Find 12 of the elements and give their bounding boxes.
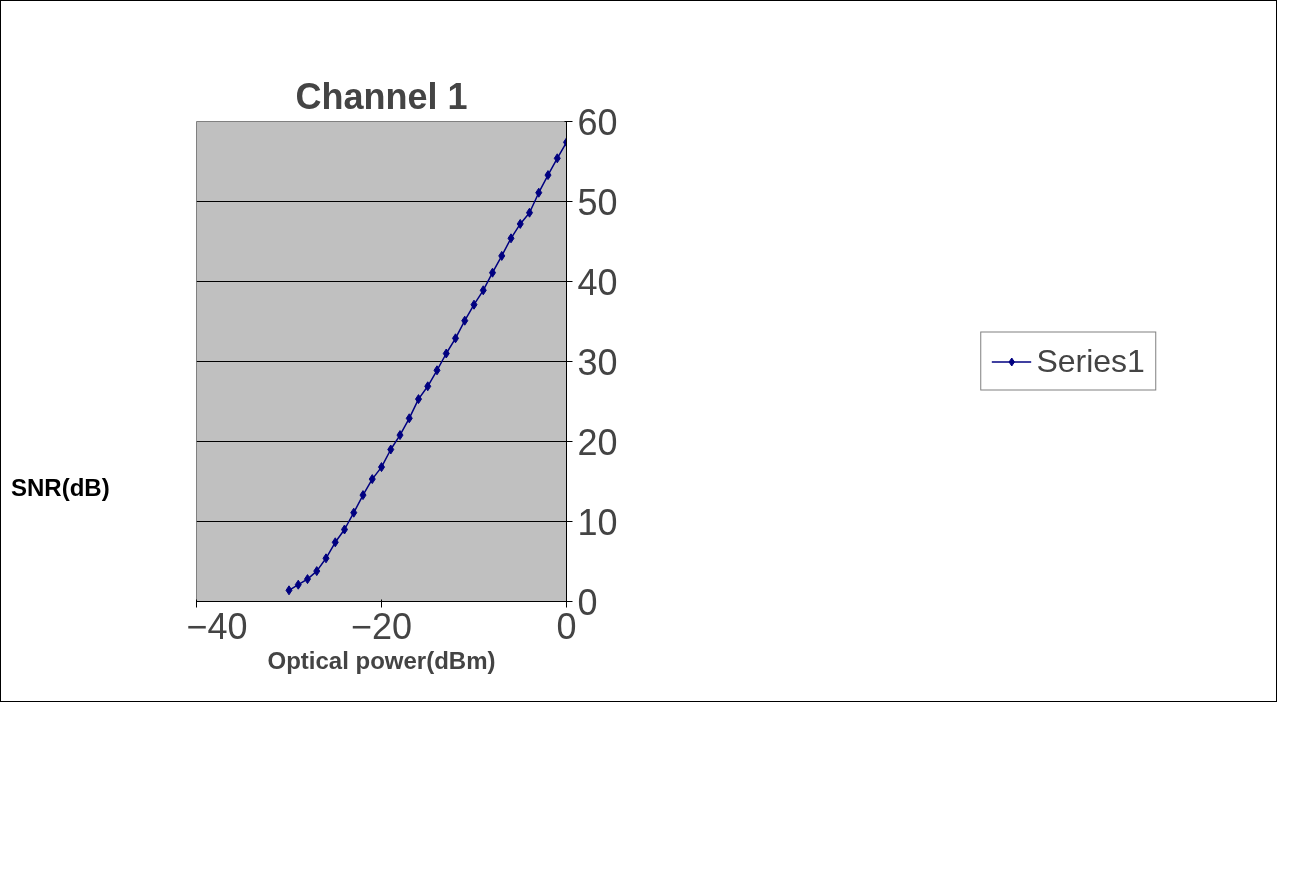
x-axis-title: Optical power(dBm) — [267, 646, 496, 674]
y-tick-label: 10 — [577, 501, 618, 543]
chart-title: Channel 1 — [295, 75, 468, 117]
y-tick-label: 20 — [577, 421, 618, 463]
legend-label: Series1 — [1036, 342, 1145, 380]
y-tick-label: 60 — [577, 101, 618, 143]
y-tick-label: 50 — [577, 181, 618, 223]
y-tick-label: 30 — [577, 341, 618, 383]
x-tick-label: −20 — [350, 605, 413, 647]
y-axis-title: SNR(dB) — [11, 473, 110, 503]
y-tick-label: 40 — [577, 261, 618, 303]
x-tick-label: −40 — [186, 605, 248, 647]
